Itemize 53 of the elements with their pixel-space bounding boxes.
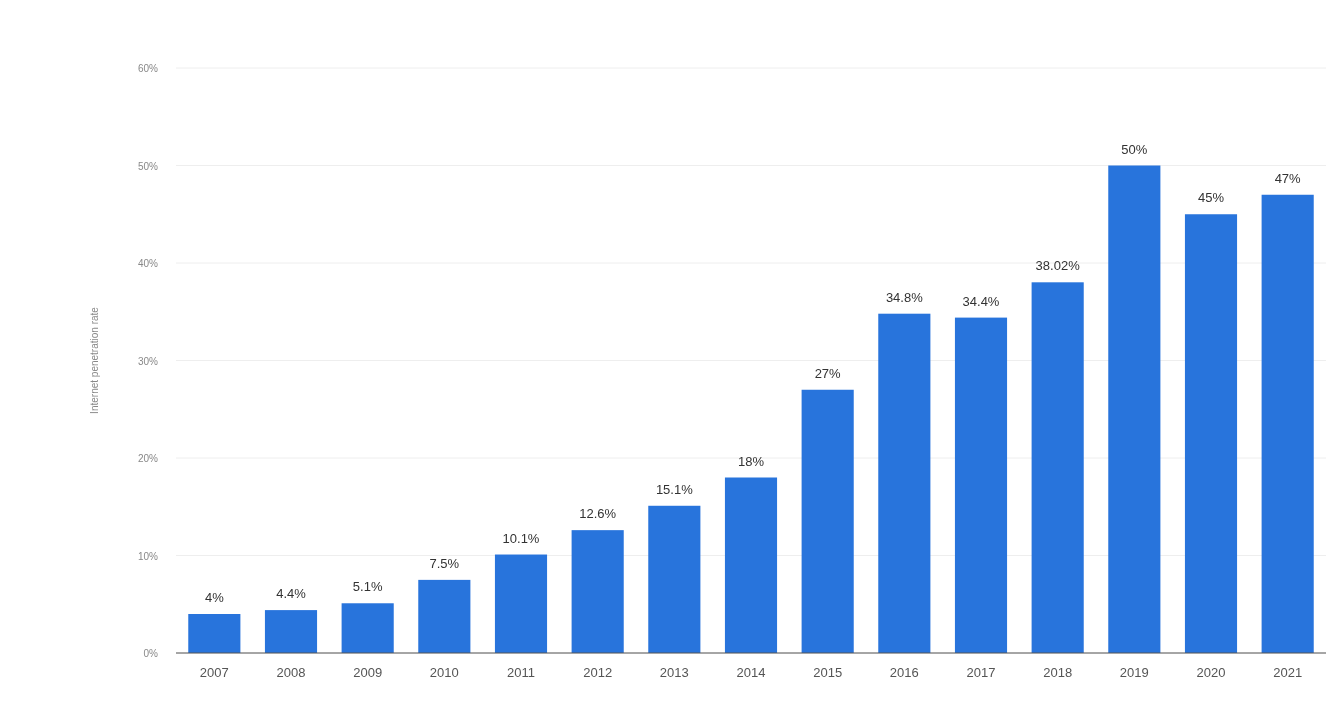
bar (648, 505, 701, 653)
data-label: 4.4% (276, 586, 307, 602)
data-label: 34.8% (885, 289, 924, 305)
x-tick-label: 2015 (813, 665, 843, 680)
x-tick-label: 2011 (507, 665, 535, 680)
x-tick-label: 2020 (1196, 665, 1226, 680)
y-tick-label: 0% (143, 648, 159, 659)
bar (341, 603, 394, 653)
bar (954, 317, 1008, 653)
y-tick-label: 30% (137, 355, 159, 367)
data-label: 27% (814, 365, 842, 381)
bar (878, 313, 931, 653)
data-label: 18% (737, 453, 765, 469)
x-tick-label: 2012 (583, 665, 613, 680)
x-tick-label: 2013 (659, 665, 689, 680)
x-tick-label: 2017 (966, 665, 996, 680)
x-tick-label: 2009 (353, 665, 383, 680)
y-axis-title: Internet penetration rate (89, 306, 100, 414)
data-label: 4% (204, 590, 225, 605)
bar (724, 477, 778, 653)
x-tick-label: 2016 (889, 665, 919, 680)
data-label: 15.1% (655, 481, 694, 497)
bar (1184, 214, 1238, 653)
bar (801, 389, 854, 653)
bar (571, 530, 624, 653)
x-tick-label: 2019 (1119, 665, 1149, 680)
x-tick-label: 2010 (429, 665, 459, 680)
data-label: 5.1% (352, 579, 383, 595)
x-tick-label: 2007 (199, 665, 229, 680)
data-label: 47% (1274, 170, 1302, 186)
y-tick-label: 50% (137, 160, 159, 172)
data-label: 12.6% (579, 506, 617, 522)
bar (418, 579, 471, 653)
x-tick-label: 2008 (276, 665, 306, 680)
data-label: 34.4% (962, 293, 1000, 309)
data-label: 10.1% (502, 530, 540, 546)
data-label: 7.5% (429, 555, 460, 571)
y-tick-label: 60% (137, 63, 159, 74)
bar (1031, 282, 1084, 653)
data-label: 50% (1121, 141, 1148, 157)
bar (188, 614, 241, 653)
x-tick-label: 2021 (1273, 665, 1303, 680)
bar (494, 554, 548, 653)
x-tick-label: 2014 (736, 665, 766, 680)
bar (1261, 194, 1314, 653)
y-tick-label: 20% (137, 453, 159, 464)
x-tick-label: 2018 (1043, 665, 1073, 680)
y-tick-label: 10% (137, 550, 159, 562)
bar (264, 610, 318, 653)
data-label: 45% (1197, 190, 1225, 206)
y-tick-label: 40% (137, 258, 159, 269)
data-label: 38.02% (1035, 258, 1081, 274)
bar (1108, 165, 1161, 653)
